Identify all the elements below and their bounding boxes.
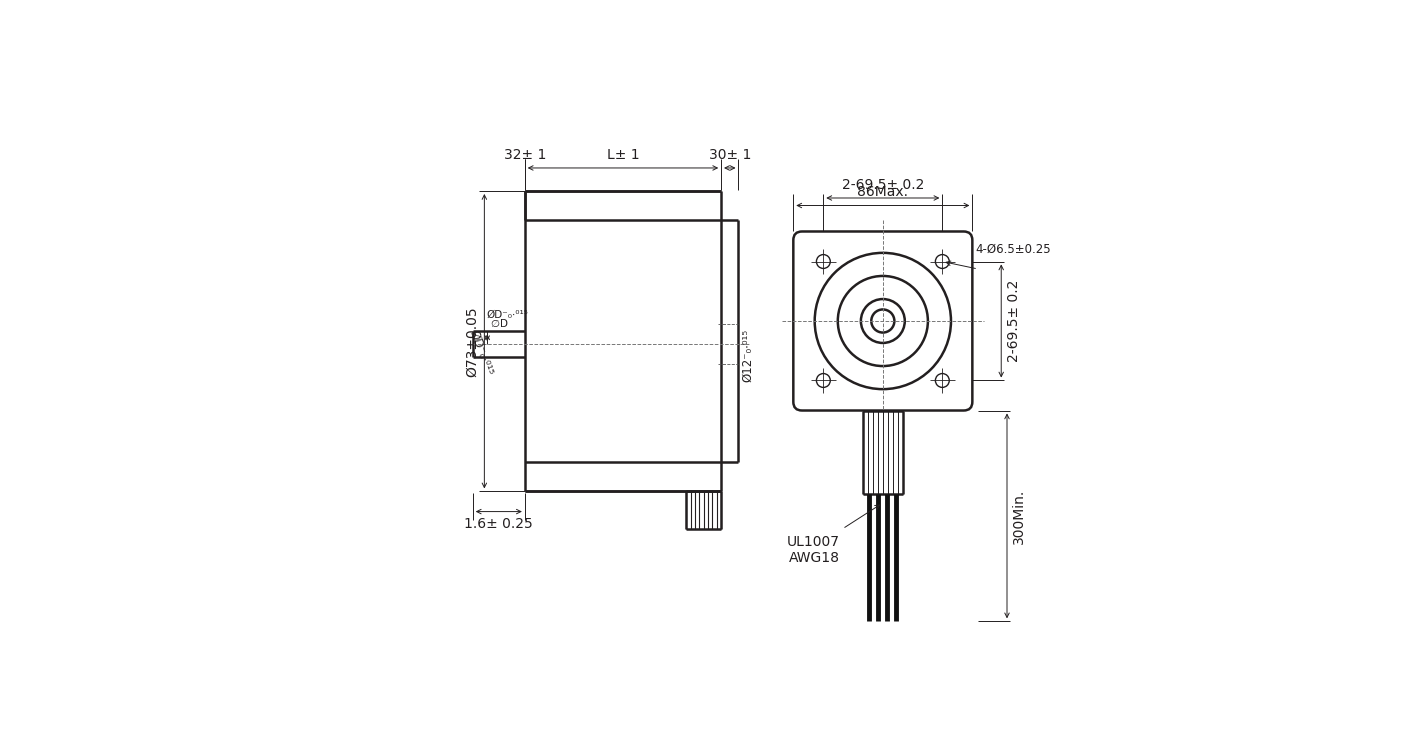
Text: $\varnothing$D: $\varnothing$D <box>490 316 508 328</box>
Text: 86Max.: 86Max. <box>857 184 909 199</box>
Text: 2-69.5± 0.2: 2-69.5± 0.2 <box>1007 280 1021 362</box>
Text: ØD⁻₀⋅⁰¹⁵: ØD⁻₀⋅⁰¹⁵ <box>467 328 496 377</box>
Text: 300Min.: 300Min. <box>1012 488 1027 544</box>
Text: Ø12⁻₀⋅⁰¹⁵: Ø12⁻₀⋅⁰¹⁵ <box>742 328 755 382</box>
Text: Ø73±0.05: Ø73±0.05 <box>464 306 478 376</box>
Text: ØD⁻₀⋅⁰¹⁵: ØD⁻₀⋅⁰¹⁵ <box>486 310 528 320</box>
Text: L± 1: L± 1 <box>607 148 639 162</box>
Text: 4-Ø6.5±0.25: 4-Ø6.5±0.25 <box>975 243 1051 256</box>
Text: 30± 1: 30± 1 <box>709 148 750 162</box>
Text: 32± 1: 32± 1 <box>504 148 545 162</box>
Text: 2-69.5± 0.2: 2-69.5± 0.2 <box>842 178 924 192</box>
Text: UL1007
AWG18: UL1007 AWG18 <box>786 535 840 565</box>
Text: 1.6± 0.25: 1.6± 0.25 <box>464 518 533 531</box>
